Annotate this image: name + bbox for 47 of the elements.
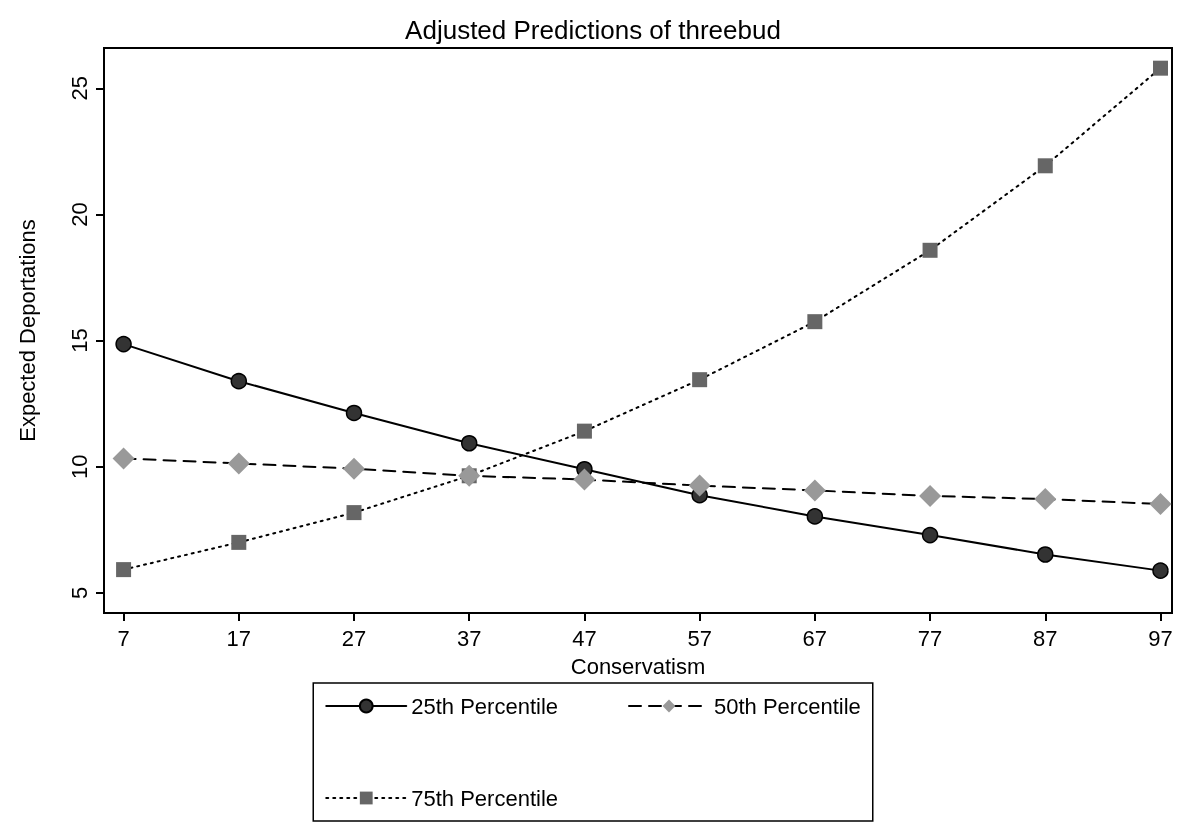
point: [345, 404, 363, 422]
point: [1152, 562, 1169, 579]
point: [1152, 60, 1168, 76]
point: [346, 505, 362, 521]
point: [576, 423, 592, 439]
point: [688, 474, 711, 497]
chart-title: Adjusted Predictions of threebud: [405, 15, 781, 45]
legend-label: 50th Percentile: [714, 693, 861, 719]
x-tick-label: 47: [572, 625, 597, 651]
x-tick-label: 97: [1148, 625, 1173, 651]
point: [115, 335, 132, 353]
point: [1037, 546, 1054, 563]
y-tick-label: 25: [66, 76, 92, 101]
point: [1149, 493, 1172, 516]
x-tick-label: 27: [341, 625, 367, 651]
legend-label: 25th Percentile: [411, 693, 559, 719]
point: [692, 372, 708, 388]
legend-label: 75th Percentile: [411, 785, 559, 811]
point: [460, 435, 478, 452]
point: [1034, 487, 1057, 510]
y-axis-title: Expected Deportations: [14, 219, 40, 442]
y-tick-label: 10: [66, 454, 92, 479]
x-tick-label: 17: [226, 625, 252, 651]
point: [231, 534, 247, 550]
point: [922, 242, 938, 258]
x-tick-label: 57: [687, 625, 712, 651]
point: [807, 314, 823, 330]
point: [116, 562, 132, 578]
point: [230, 372, 248, 390]
point: [227, 452, 250, 475]
x-tick-label: 37: [456, 625, 482, 651]
x-tick-label: 87: [1033, 625, 1058, 651]
x-axis-title: Conservatism: [570, 653, 706, 679]
y-tick-label: 20: [66, 202, 92, 227]
point: [806, 508, 824, 525]
point: [343, 457, 366, 480]
x-tick-label: 77: [917, 625, 943, 651]
x-tick-label: 67: [802, 625, 828, 651]
y-tick-label: 15: [66, 328, 92, 353]
point: [1037, 158, 1053, 174]
point: [921, 526, 939, 544]
x-tick-label: 7: [117, 625, 130, 651]
point: [803, 479, 826, 502]
point: [573, 468, 596, 491]
point: [112, 447, 135, 470]
point: [919, 484, 942, 507]
y-tick-label: 5: [66, 586, 92, 599]
